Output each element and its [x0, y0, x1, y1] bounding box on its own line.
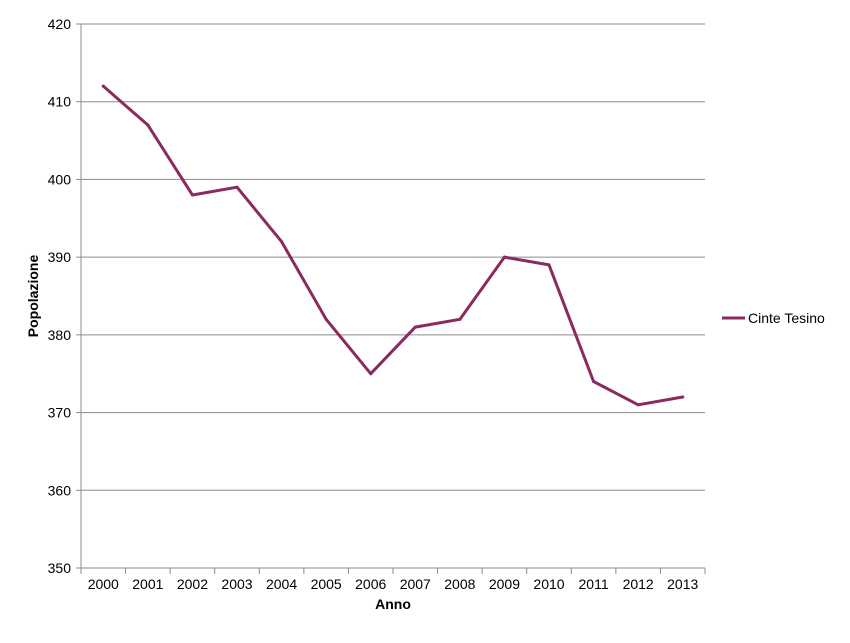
y-tick-label-390: 390 — [48, 249, 72, 265]
data-point-2001 — [146, 123, 150, 127]
data-point-2013 — [681, 395, 685, 399]
data-point-2003 — [235, 185, 239, 189]
x-tick-label-2000: 2000 — [88, 576, 119, 592]
data-point-2007 — [413, 325, 417, 329]
y-tick-label-380: 380 — [48, 327, 72, 343]
data-point-2004 — [280, 240, 284, 244]
x-tick-label-2011: 2011 — [579, 576, 609, 592]
x-tick-label-2003: 2003 — [221, 576, 252, 592]
data-point-2002 — [190, 193, 194, 197]
x-tick-label-2010: 2010 — [533, 576, 564, 592]
series-line-0 — [101, 84, 685, 407]
x-tick-label-2005: 2005 — [311, 576, 342, 592]
data-point-2000 — [101, 84, 105, 88]
y-axis-title: Popolazione — [25, 255, 41, 338]
y-tick-label-360: 360 — [48, 482, 72, 498]
y-tick-label-420: 420 — [48, 16, 72, 32]
x-tick-label-2008: 2008 — [444, 576, 475, 592]
x-tick-label-2001: 2001 — [132, 576, 163, 592]
data-point-2011 — [592, 379, 596, 383]
x-tick-label-2002: 2002 — [177, 576, 208, 592]
y-tick-label-410: 410 — [48, 94, 72, 110]
y-tick-label-370: 370 — [48, 405, 72, 421]
x-tick-label-2009: 2009 — [489, 576, 520, 592]
data-point-2005 — [324, 317, 328, 321]
y-tick-label-400: 400 — [48, 171, 72, 187]
x-tick-label-2006: 2006 — [355, 576, 386, 592]
legend-label-cinte-tesino: Cinte Tesino — [748, 310, 825, 326]
x-tick-label-2007: 2007 — [400, 576, 431, 592]
data-point-2008 — [458, 317, 462, 321]
x-tick-label-2012: 2012 — [623, 576, 654, 592]
data-point-2010 — [547, 263, 551, 267]
gridlines — [81, 23, 705, 491]
data-point-2009 — [502, 255, 506, 259]
tick-labels: 350 360 370 380 390 400 410 420 2000 2001 2002 2003… — [48, 16, 699, 592]
x-tick-label-2004: 2004 — [266, 576, 297, 592]
data-point-2012 — [636, 403, 640, 407]
x-axis-title: Anno — [375, 596, 411, 612]
data-point-2006 — [369, 372, 373, 376]
legend: Cinte Tesino — [722, 310, 825, 326]
x-tick-label-2013: 2013 — [667, 576, 698, 592]
axes — [76, 23, 706, 574]
series-layer — [101, 84, 685, 407]
y-tick-label-350: 350 — [48, 560, 72, 576]
